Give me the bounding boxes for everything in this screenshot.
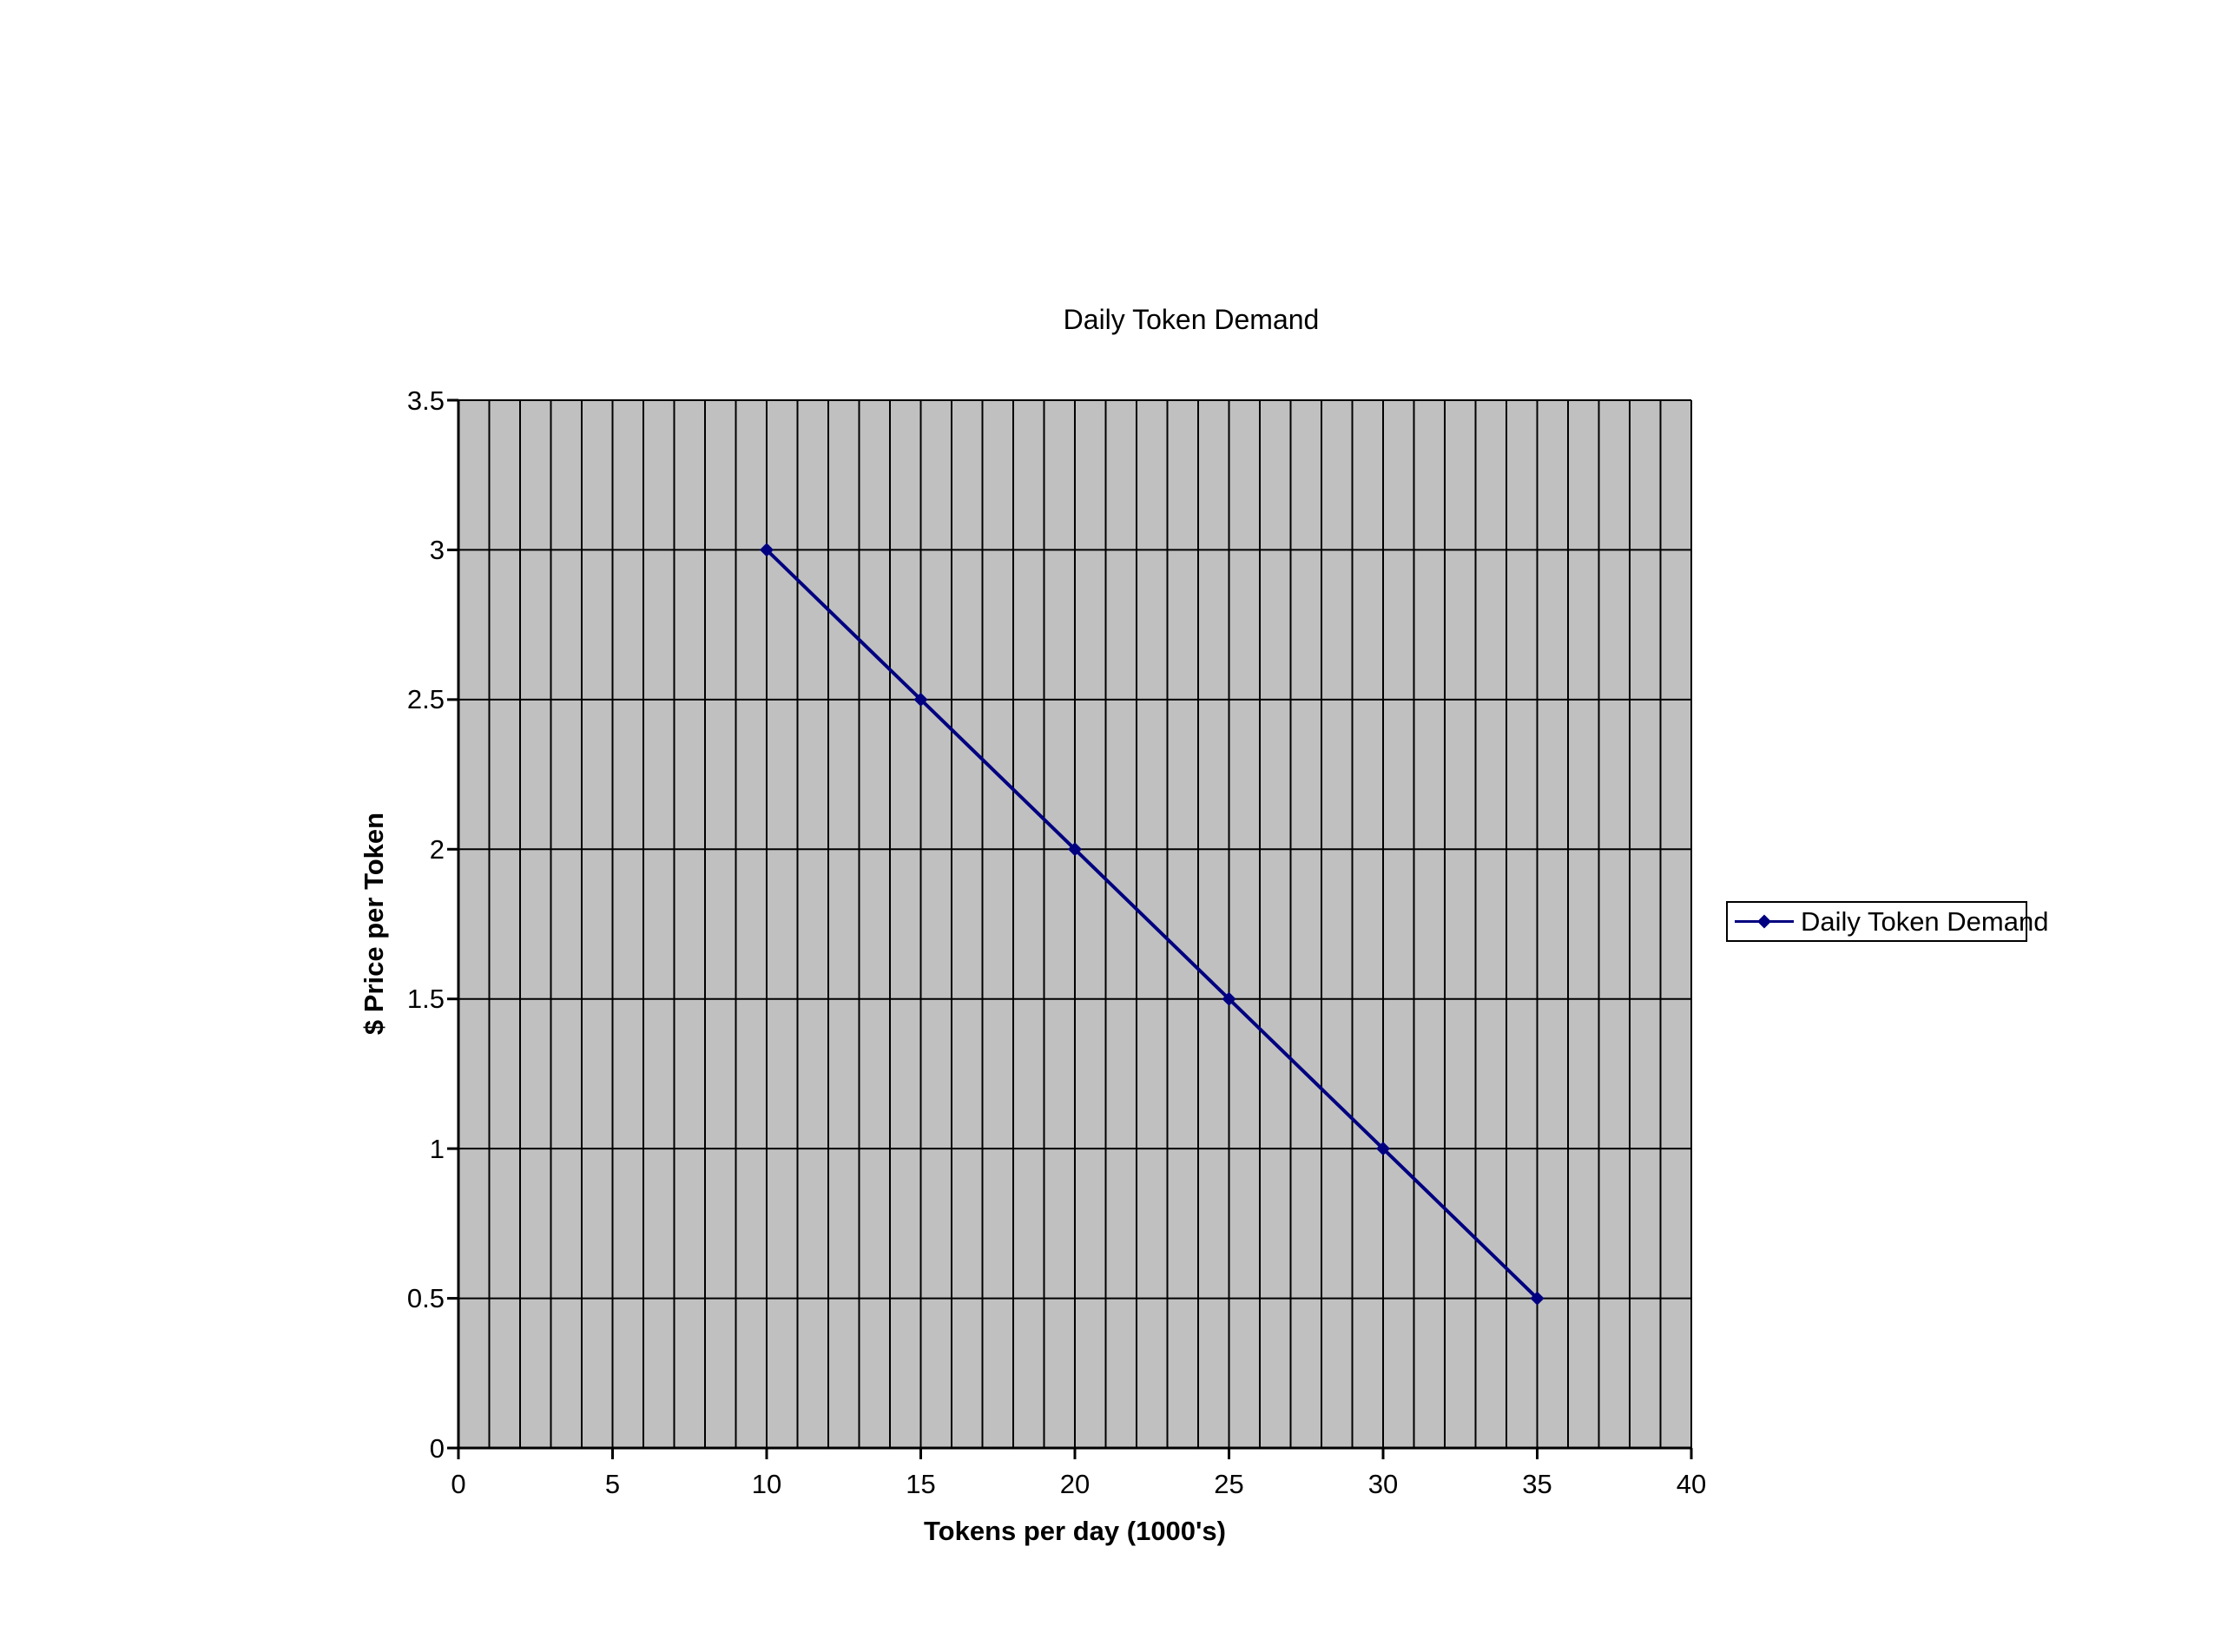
data-point-marker-icon [913, 692, 928, 707]
y-axis-title: $ Price per Token [359, 812, 389, 1036]
y-tick-label: 3.5 [406, 385, 445, 416]
x-tick-label: 30 [1367, 1469, 1399, 1499]
data-point-marker-icon [1068, 842, 1082, 857]
data-point-marker-icon [1530, 1291, 1545, 1306]
x-tick-label: 40 [1676, 1469, 1707, 1499]
series-markers [760, 543, 1545, 1306]
x-tick-label: 35 [1522, 1469, 1552, 1499]
x-tick-label: 25 [1214, 1469, 1244, 1499]
legend-series-label: Daily Token Demand [1801, 905, 2049, 937]
y-tick-label: 0 [429, 1432, 445, 1464]
y-axis-ticks [447, 398, 458, 1450]
series-line [765, 548, 1539, 1300]
y-tick-label: 0.5 [406, 1283, 445, 1314]
x-tick-label: 15 [906, 1469, 936, 1499]
x-axis-title: Tokens per day (1000's) [924, 1516, 1226, 1546]
y-tick-label: 1.5 [406, 984, 445, 1015]
x-tick-label: 10 [751, 1469, 782, 1499]
y-tick-label: 3 [429, 534, 445, 565]
chart-title: Daily Token Demand [1063, 304, 1320, 335]
y-tick-label: 2.5 [406, 684, 445, 715]
legend-series-marker-icon [1735, 914, 1794, 929]
x-tick-label: 5 [604, 1469, 621, 1499]
x-axis-ticks [457, 1448, 1693, 1459]
legend: Daily Token Demand [1726, 901, 2048, 942]
vertical-gridlines [488, 400, 1692, 1448]
data-point-marker-icon [760, 543, 774, 557]
data-point-marker-icon [1222, 991, 1236, 1006]
x-tick-label: 20 [1059, 1469, 1091, 1499]
x-tick-label: 0 [451, 1469, 466, 1499]
legend-diamond-marker-icon [1757, 914, 1771, 929]
data-point-marker-icon [1376, 1142, 1390, 1156]
y-tick-label: 1 [429, 1133, 445, 1164]
y-tick-label: 2 [429, 833, 445, 865]
